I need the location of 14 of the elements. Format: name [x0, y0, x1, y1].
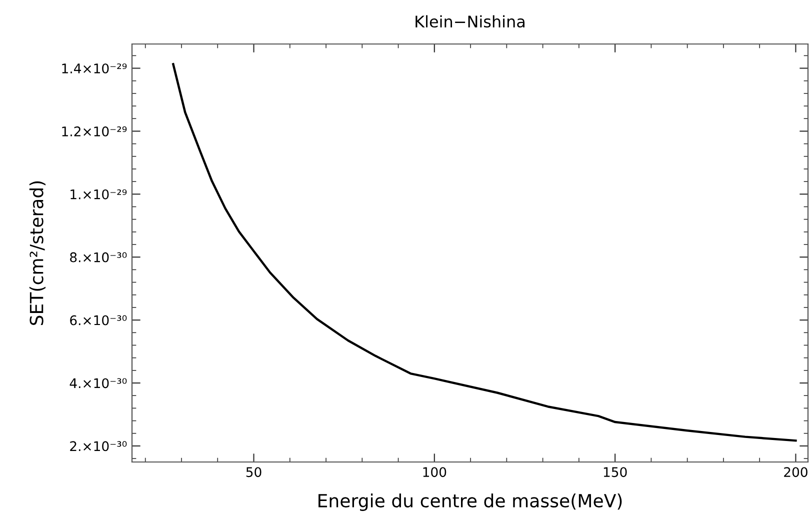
x-tick-label: 50	[246, 467, 262, 478]
y-tick-label: 6.×10⁻³⁰	[70, 315, 127, 326]
x-tick-label: 100	[423, 467, 446, 478]
x-tick-label: 200	[784, 467, 808, 478]
x-axis-title: Energie du centre de masse(MeV)	[318, 494, 622, 511]
y-tick-label: 1.4×10⁻²⁹	[62, 63, 127, 74]
y-tick-label: 4.×10⁻³⁰	[70, 378, 127, 388]
x-tick-label: 150	[604, 467, 627, 478]
chart-title: Klein−Nishina	[416, 15, 524, 28]
y-tick-label: 1.2×10⁻²⁹	[62, 126, 127, 136]
y-tick-label: 2.×10⁻³⁰	[70, 441, 127, 452]
y-tick-label: 1.×10⁻²⁹	[70, 189, 127, 200]
y-tick-label: 8.×10⁻³⁰	[70, 252, 127, 262]
y-axis-title: SET(cm²/sterad)	[29, 181, 46, 325]
